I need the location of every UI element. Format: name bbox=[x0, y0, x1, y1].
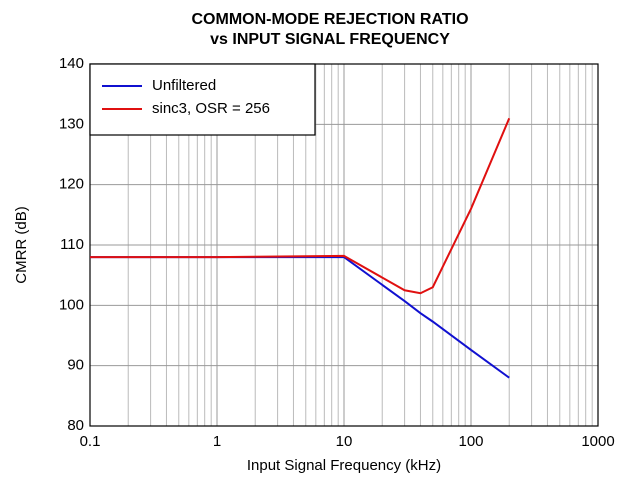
x-axis-label: Input Signal Frequency (kHz) bbox=[247, 457, 441, 474]
y-tick-label: 90 bbox=[67, 357, 84, 374]
legend-label: Unfiltered bbox=[152, 77, 216, 94]
x-tick-label: 10 bbox=[336, 433, 353, 450]
y-tick-label: 120 bbox=[59, 176, 84, 193]
y-tick-label: 80 bbox=[67, 417, 84, 434]
legend-box bbox=[89, 63, 316, 136]
series-line bbox=[90, 117, 511, 295]
y-tick-label: 140 bbox=[59, 55, 84, 72]
plot-frame bbox=[89, 63, 599, 427]
chart-title: COMMON-MODE REJECTION RATIO bbox=[191, 11, 468, 28]
series-line bbox=[90, 256, 510, 379]
y-tick-label: 100 bbox=[59, 296, 84, 313]
y-axis-label: CMRR (dB) bbox=[13, 206, 30, 284]
y-tick-label: 130 bbox=[59, 115, 84, 132]
x-tick-label: 1 bbox=[213, 433, 221, 450]
y-tick-label: 110 bbox=[60, 236, 84, 253]
chart-title: vs INPUT SIGNAL FREQUENCY bbox=[210, 31, 450, 48]
x-tick-label: 100 bbox=[458, 433, 483, 450]
x-tick-label: 0.1 bbox=[80, 433, 101, 450]
legend-label: sinc3, OSR = 256 bbox=[152, 100, 270, 117]
x-tick-label: 1000 bbox=[581, 433, 614, 450]
